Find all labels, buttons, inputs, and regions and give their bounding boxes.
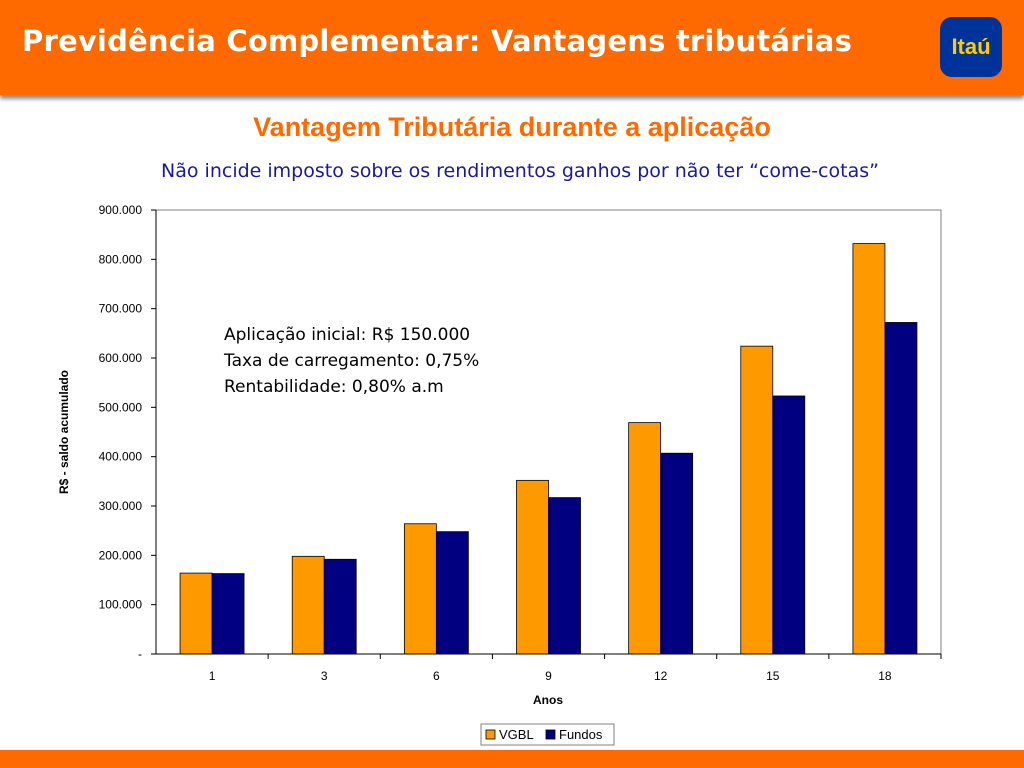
bar-fundos-3 xyxy=(323,558,357,655)
x-tick-label: 1 xyxy=(209,669,216,683)
header-bar: Previdência Complementar: Vantagens trib… xyxy=(0,0,1024,95)
y-tick-label: 700.000 xyxy=(99,302,143,316)
slide-subtitle: Vantagem Tributária durante a aplicação xyxy=(253,112,771,142)
bar-vgbl-15 xyxy=(740,345,774,655)
bar-vgbl-6 xyxy=(403,523,437,655)
x-tick-label: 18 xyxy=(878,669,892,683)
legend-swatch-fundos xyxy=(545,729,556,740)
footer-bar xyxy=(0,750,1024,768)
bar-vgbl-12 xyxy=(628,422,662,655)
y-tick-label: 500.000 xyxy=(99,400,143,414)
bar-vgbl-9 xyxy=(516,479,549,655)
bar-fundos-6 xyxy=(435,531,469,655)
annotation-line-2: Taxa de carregamento: 0,75% xyxy=(223,351,479,371)
bar-vgbl-18 xyxy=(852,243,886,655)
y-tick-label: 800.000 xyxy=(99,252,143,266)
y-tick-label: 900.000 xyxy=(99,203,143,217)
x-tick-label: 9 xyxy=(545,669,552,683)
logo-text: Itaú xyxy=(951,34,991,59)
x-tick-label: 3 xyxy=(321,669,328,683)
y-tick-label: 200.000 xyxy=(99,548,143,562)
annotation-box: Aplicação inicial: R$ 150.000 Taxa de ca… xyxy=(223,325,479,397)
y-axis: - 100.000 200.000 300.000 400.000 500.000 600.… xyxy=(99,203,157,661)
x-axis: 1 3 6 9 12 15 18 xyxy=(156,653,942,683)
y-tick-label: 400.000 xyxy=(99,450,143,464)
y-tick-label: - xyxy=(138,647,142,661)
y-tick-label: 600.000 xyxy=(99,351,143,365)
bar-fundos-1 xyxy=(211,573,245,655)
bar-vgbl-1 xyxy=(179,572,213,655)
x-tick-label: 6 xyxy=(433,669,440,683)
y-tick-label: 300.000 xyxy=(99,499,143,513)
bar-vgbl-3 xyxy=(291,555,325,655)
bar-fundos-12 xyxy=(660,452,694,655)
annotation-line-3: Rentabilidade: 0,80% a.m xyxy=(224,377,444,397)
bar-fundos-15 xyxy=(772,395,806,655)
annotation-line-1: Aplicação inicial: R$ 150.000 xyxy=(224,325,470,345)
slide-note: Não incide imposto sobre os rendimentos … xyxy=(161,160,879,182)
x-tick-label: 12 xyxy=(654,669,668,683)
bars xyxy=(179,243,918,655)
x-axis-title: Anos xyxy=(533,693,563,707)
legend-label-vgbl: VGBL xyxy=(499,727,534,742)
bar-chart: - 100.000 200.000 300.000 400.000 500.000 600.… xyxy=(57,203,942,746)
page-title: Previdência Complementar: Vantagens trib… xyxy=(22,24,853,58)
bar-fundos-18 xyxy=(884,322,918,655)
bar-fundos-9 xyxy=(548,497,581,655)
legend-swatch-vgbl xyxy=(485,729,496,740)
legend-label-fundos: Fundos xyxy=(559,727,603,742)
y-tick-label: 100.000 xyxy=(99,598,143,612)
y-axis-title: R$ - saldo acumulado xyxy=(57,370,71,494)
x-tick-label: 15 xyxy=(766,669,780,683)
legend: VGBL Fundos xyxy=(480,723,615,746)
itau-logo: Itaú xyxy=(940,17,1002,77)
